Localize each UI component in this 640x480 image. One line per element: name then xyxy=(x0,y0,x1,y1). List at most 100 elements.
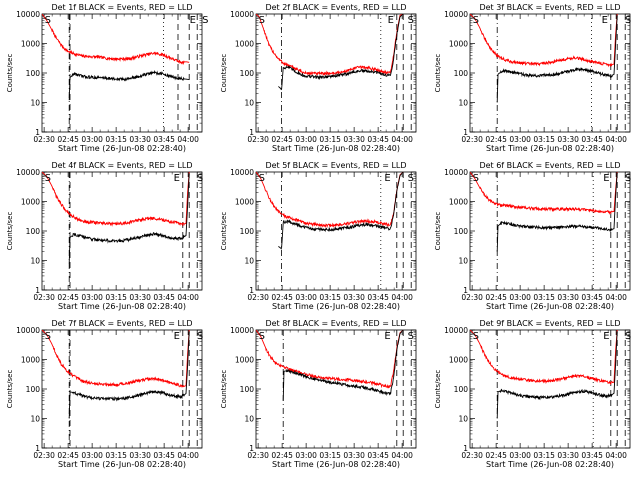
x-tick-label: 03:00 xyxy=(81,451,103,460)
series-events xyxy=(282,330,404,401)
panel-title: Det 1f BLACK = Events, RED = LLD xyxy=(51,3,192,12)
period-marker-label: S xyxy=(45,15,51,26)
panel-title: Det 9f BLACK = Events, RED = LLD xyxy=(479,319,620,328)
y-tick-label: 1 xyxy=(463,128,468,137)
x-tick-label: 02:45 xyxy=(485,293,507,302)
y-tick-label: 10000 xyxy=(230,168,254,177)
x-tick-label: 03:15 xyxy=(105,451,127,460)
x-tick-label: 03:15 xyxy=(319,135,341,144)
y-tick-label: 100 xyxy=(26,227,41,236)
series-events xyxy=(68,331,190,419)
y-tick-label: 10 xyxy=(244,415,254,424)
x-tick-label: 04:00 xyxy=(391,135,413,144)
x-tick-label: 02:45 xyxy=(485,451,507,460)
y-tick-label: 1 xyxy=(249,128,254,137)
plot-area xyxy=(42,172,198,290)
y-tick-label: 10 xyxy=(458,257,468,266)
y-tick-label: 1 xyxy=(35,444,40,453)
x-tick-label: 02:45 xyxy=(57,451,79,460)
x-tick-label: 03:15 xyxy=(105,293,127,302)
panel-title: Det 3f BLACK = Events, RED = LLD xyxy=(479,3,620,12)
x-tick-label: 03:30 xyxy=(343,451,365,460)
panel-4: Det 4f BLACK = Events, RED = LLD 1 10 100 10… xyxy=(6,161,203,311)
series-events xyxy=(496,15,618,103)
x-tick-label: 04:00 xyxy=(177,135,199,144)
x-tick-label: 04:00 xyxy=(605,293,627,302)
series-lld xyxy=(470,172,618,215)
x-tick-label: 03:45 xyxy=(367,293,389,302)
y-tick-label: 1000 xyxy=(235,356,254,365)
y-tick-label: 1000 xyxy=(449,356,468,365)
x-tick-label: 03:15 xyxy=(533,451,555,460)
y-tick-label: 1 xyxy=(249,444,254,453)
x-tick-label: 02:45 xyxy=(57,135,79,144)
period-marker-label: S xyxy=(473,15,479,26)
x-tick-label: 03:30 xyxy=(129,451,151,460)
period-marker-label: E xyxy=(190,15,196,26)
y-tick-label: 1000 xyxy=(449,198,468,207)
series-events xyxy=(68,69,190,101)
series-lld xyxy=(256,330,404,389)
x-tick-label: 03:00 xyxy=(295,451,317,460)
y-tick-label: 1000 xyxy=(235,40,254,49)
x-tick-label: 02:30 xyxy=(33,451,55,460)
x-tick-label: 03:00 xyxy=(81,135,103,144)
plot-area xyxy=(256,330,412,448)
panel-title: Det 6f BLACK = Events, RED = LLD xyxy=(479,161,620,170)
y-tick-label: 10 xyxy=(458,415,468,424)
panel-6: Det 6f BLACK = Events, RED = LLD 1 10 100 10… xyxy=(434,161,631,311)
x-tick-label: 02:45 xyxy=(57,293,79,302)
plot-frame xyxy=(255,171,417,291)
y-tick-label: 1 xyxy=(463,286,468,295)
plot-frame xyxy=(469,171,631,291)
x-tick-label: 04:00 xyxy=(391,451,413,460)
x-tick-label: 03:30 xyxy=(129,135,151,144)
y-tick-label: 1 xyxy=(463,444,468,453)
x-axis-label: Start Time (26-Jun-08 02:28:40) xyxy=(486,144,614,153)
plot-area xyxy=(42,14,198,132)
x-tick-label: 03:30 xyxy=(557,293,579,302)
x-tick-label: 02:45 xyxy=(485,135,507,144)
plot-area xyxy=(470,172,626,290)
period-marker-label: S xyxy=(259,173,265,184)
series-lld xyxy=(42,14,190,66)
y-axis-label: Counts/sec xyxy=(434,54,442,93)
series-lld xyxy=(256,14,404,77)
x-axis-label: Start Time (26-Jun-08 02:28:40) xyxy=(58,460,186,469)
plot-area xyxy=(256,14,412,132)
x-tick-label: 03:45 xyxy=(581,451,603,460)
y-tick-label: 10000 xyxy=(16,168,40,177)
period-marker-label: S xyxy=(45,173,51,184)
y-axis-label: Counts/sec xyxy=(6,54,14,93)
period-marker-label: S xyxy=(197,331,203,342)
x-tick-label: 03:30 xyxy=(557,451,579,460)
x-tick-label: 02:30 xyxy=(33,135,55,144)
y-tick-label: 10 xyxy=(30,99,40,108)
panel-title: Det 2f BLACK = Events, RED = LLD xyxy=(265,3,406,12)
y-axis-label: Counts/sec xyxy=(6,370,14,409)
y-tick-label: 100 xyxy=(240,385,255,394)
x-tick-label: 04:00 xyxy=(177,293,199,302)
series-events xyxy=(278,172,404,250)
x-tick-label: 03:30 xyxy=(343,135,365,144)
x-tick-label: 02:45 xyxy=(271,293,293,302)
x-tick-label: 03:45 xyxy=(153,135,175,144)
y-tick-label: 1000 xyxy=(21,40,40,49)
period-marker-label: E xyxy=(384,331,390,342)
panel-2: Det 2f BLACK = Events, RED = LLD 1 10 100 10… xyxy=(220,3,417,153)
plot-area xyxy=(256,172,412,290)
x-axis-label: Start Time (26-Jun-08 02:28:40) xyxy=(486,302,614,311)
x-tick-label: 03:15 xyxy=(533,135,555,144)
y-axis-label: Counts/sec xyxy=(6,212,14,251)
x-tick-label: 03:45 xyxy=(367,451,389,460)
y-axis-label: Counts/sec xyxy=(220,212,228,251)
panel-3: Det 3f BLACK = Events, RED = LLD 1 10 100 10… xyxy=(434,3,631,153)
x-tick-label: 03:15 xyxy=(533,293,555,302)
x-tick-label: 03:45 xyxy=(367,135,389,144)
y-tick-label: 10000 xyxy=(16,10,40,19)
series-lld xyxy=(256,172,404,229)
x-tick-label: 02:30 xyxy=(461,135,483,144)
plot-frame xyxy=(469,329,631,449)
x-tick-label: 02:45 xyxy=(271,451,293,460)
period-marker-label: S xyxy=(408,331,414,342)
